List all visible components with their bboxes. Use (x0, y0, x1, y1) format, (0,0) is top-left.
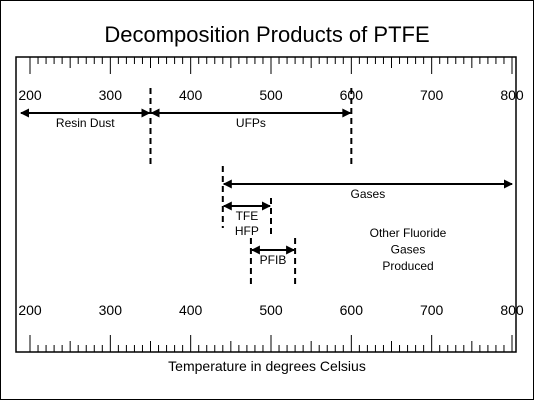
bottom-tick-label: 200 (18, 302, 42, 318)
bottom-tick-label: 700 (420, 302, 444, 318)
pfib-arrowhead-right (286, 245, 296, 255)
ufps-label: UFPs (236, 116, 266, 130)
bottom-tick-label: 300 (99, 302, 123, 318)
top-tick-label: 500 (259, 87, 283, 103)
other-gases-note: Other Fluoride Gases Produced (370, 226, 447, 273)
tfe-hfp-label-2: HFP (235, 224, 259, 238)
pfib-range: PFIB (250, 245, 296, 267)
bottom-tick-label: 500 (259, 302, 283, 318)
bottom-tick-label: 600 (340, 302, 364, 318)
top-tick-label: 600 (340, 87, 364, 103)
axis-box (15, 56, 517, 353)
note-line: Other Fluoride (370, 226, 447, 240)
gases-range: Gases (222, 179, 513, 201)
top-tick-label: 800 (500, 87, 524, 103)
gases-label: Gases (351, 187, 386, 201)
resin-dust-arrowhead-right (141, 108, 151, 118)
resin-dust-label: Resin Dust (56, 116, 115, 130)
dashed-markers (149, 88, 353, 287)
diagram-title: Decomposition Products of PTFE (104, 22, 430, 47)
top-tick-label: 400 (179, 87, 203, 103)
tfe-hfp-arrowhead-left (222, 201, 232, 211)
top-tick-label: 700 (420, 87, 444, 103)
pfib-label: PFIB (260, 253, 287, 267)
gases-arrowhead-left (222, 179, 232, 189)
top-ruler: 200 300 400 500 600 700 800 (18, 57, 524, 103)
bottom-tick-label: 800 (500, 302, 524, 318)
ufps-arrowhead-left (150, 108, 160, 118)
resin-dust-arrowhead-left (20, 108, 29, 118)
top-tick-label: 300 (99, 87, 123, 103)
tfe-hfp-label: TFE (236, 209, 259, 223)
top-tick-label: 200 (18, 87, 42, 103)
bottom-ruler: 200 300 400 500 600 700 800 (18, 302, 524, 352)
axis-frame (15, 56, 517, 353)
x-axis-label: Temperature in degrees Celsius (168, 358, 366, 374)
ufps-range: UFPs (150, 108, 352, 130)
note-line: Produced (382, 259, 433, 273)
resin-dust-range: Resin Dust (20, 108, 151, 130)
gases-arrowhead-right (504, 179, 513, 189)
ufps-arrowhead-right (342, 108, 352, 118)
tfe-hfp-arrowhead-right (262, 201, 271, 211)
bottom-tick-label: 400 (179, 302, 203, 318)
pfib-arrowhead-left (250, 245, 260, 255)
note-line: Gases (391, 243, 426, 257)
